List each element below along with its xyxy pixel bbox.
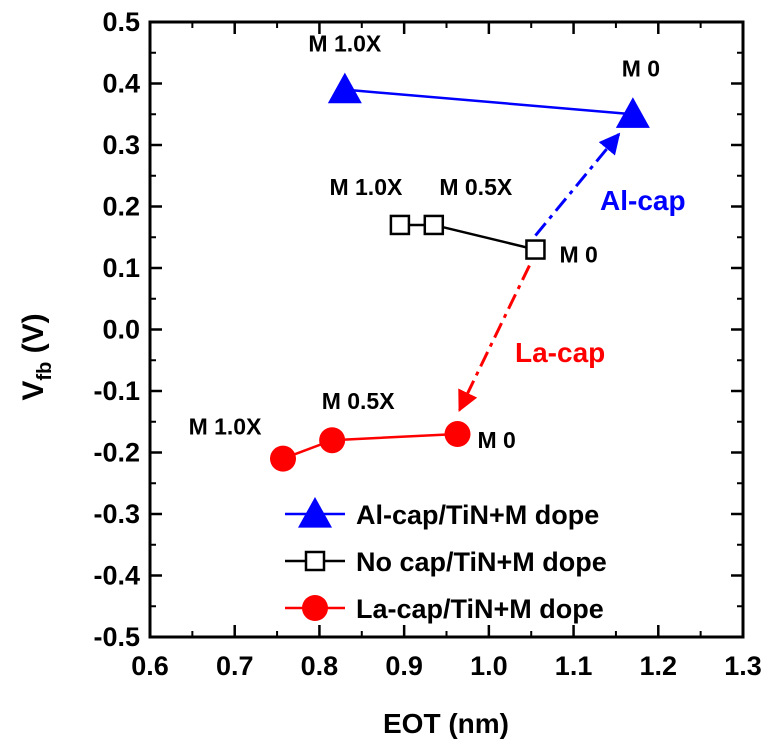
series-line-2 (399, 223, 536, 251)
la-cap-arrow (458, 264, 531, 412)
x-tick-label: 0.8 (301, 651, 339, 681)
point-label: M 0.5X (322, 388, 396, 414)
annotations: Al-cap La-cap (458, 132, 686, 412)
y-axis-label-main: V (17, 381, 50, 401)
x-tick-label: 1.3 (724, 651, 762, 681)
y-tick-label: 0.4 (102, 69, 140, 99)
la-cap-annotation: La-cap (515, 337, 605, 368)
y-tick-label: 0.0 (102, 315, 140, 345)
series-3-point (319, 427, 346, 454)
y-tick-label: 0.3 (102, 130, 140, 160)
y-tick-label: -0.3 (93, 499, 140, 529)
x-axis-label: EOT (nm) (383, 708, 509, 739)
y-tick-label: -0.2 (93, 438, 140, 468)
series-3-point (444, 421, 471, 448)
y-tick-label: 0.5 (102, 7, 140, 37)
series-2-point (423, 214, 445, 236)
legend: Al-cap/TiN+M dope No cap/TiN+M dope La-cap… (285, 497, 607, 624)
al-cap-annotation: Al-cap (600, 185, 686, 216)
series-2-point (525, 239, 546, 260)
y-tick-label: 0.1 (102, 253, 140, 283)
point-label: M 1.0X (308, 31, 382, 57)
series-3-point (270, 445, 297, 472)
y-tick-label: -0.1 (93, 376, 140, 406)
y-tick-label: -0.4 (93, 561, 140, 591)
point-label: M 0 (622, 55, 660, 81)
legend-marker-2 (304, 550, 326, 572)
y-tick-label: 0.2 (102, 192, 140, 222)
series-1-point (615, 97, 650, 128)
point-label: M 1.0X (329, 174, 403, 200)
axes (148, 20, 745, 639)
axis-ticks: 0.6 0.7 0.8 0.9 1.0 1.1 1.2 1.3 -0.5 -0.4 -0.3 -0.2… (93, 7, 761, 681)
y-axis-label-subscript: fb (34, 362, 56, 381)
x-tick-label: 0.7 (216, 651, 254, 681)
point-label: M 0.5X (439, 174, 513, 200)
x-tick-label: 0.6 (131, 651, 169, 681)
x-tick-label: 1.1 (555, 651, 593, 681)
x-tick-label: 0.9 (385, 651, 423, 681)
x-tick-label: 1.0 (470, 651, 508, 681)
y-axis-label: Vfb (V) (17, 313, 56, 400)
legend-entry-1: Al-cap/TiN+M dope (356, 500, 599, 530)
plot-frame (148, 20, 745, 639)
point-label: M 1.0X (189, 414, 263, 440)
point-label: M 0 (478, 427, 516, 453)
legend-entry-2: No cap/TiN+M dope (356, 547, 607, 577)
point-label: M 0 (559, 242, 597, 268)
al-cap-arrow (534, 132, 621, 237)
legend-entry-3: La-cap/TiN+M dope (356, 594, 604, 624)
x-tick-label: 1.2 (640, 651, 678, 681)
y-axis-label-unit: (V) (17, 313, 50, 361)
legend-marker-1 (298, 497, 332, 528)
series-line-3 (282, 432, 458, 460)
point-labels: M 1.0X M 0 M 1.0X M 0.5X M 0 M 1.0X M 0.5X M 0 (189, 31, 660, 453)
legend-marker-3 (302, 595, 328, 621)
data-series (270, 72, 650, 472)
y-tick-label: -0.5 (93, 622, 140, 652)
series-line-1 (344, 88, 633, 116)
series-1-point (327, 72, 362, 104)
series-2-point (389, 214, 411, 236)
